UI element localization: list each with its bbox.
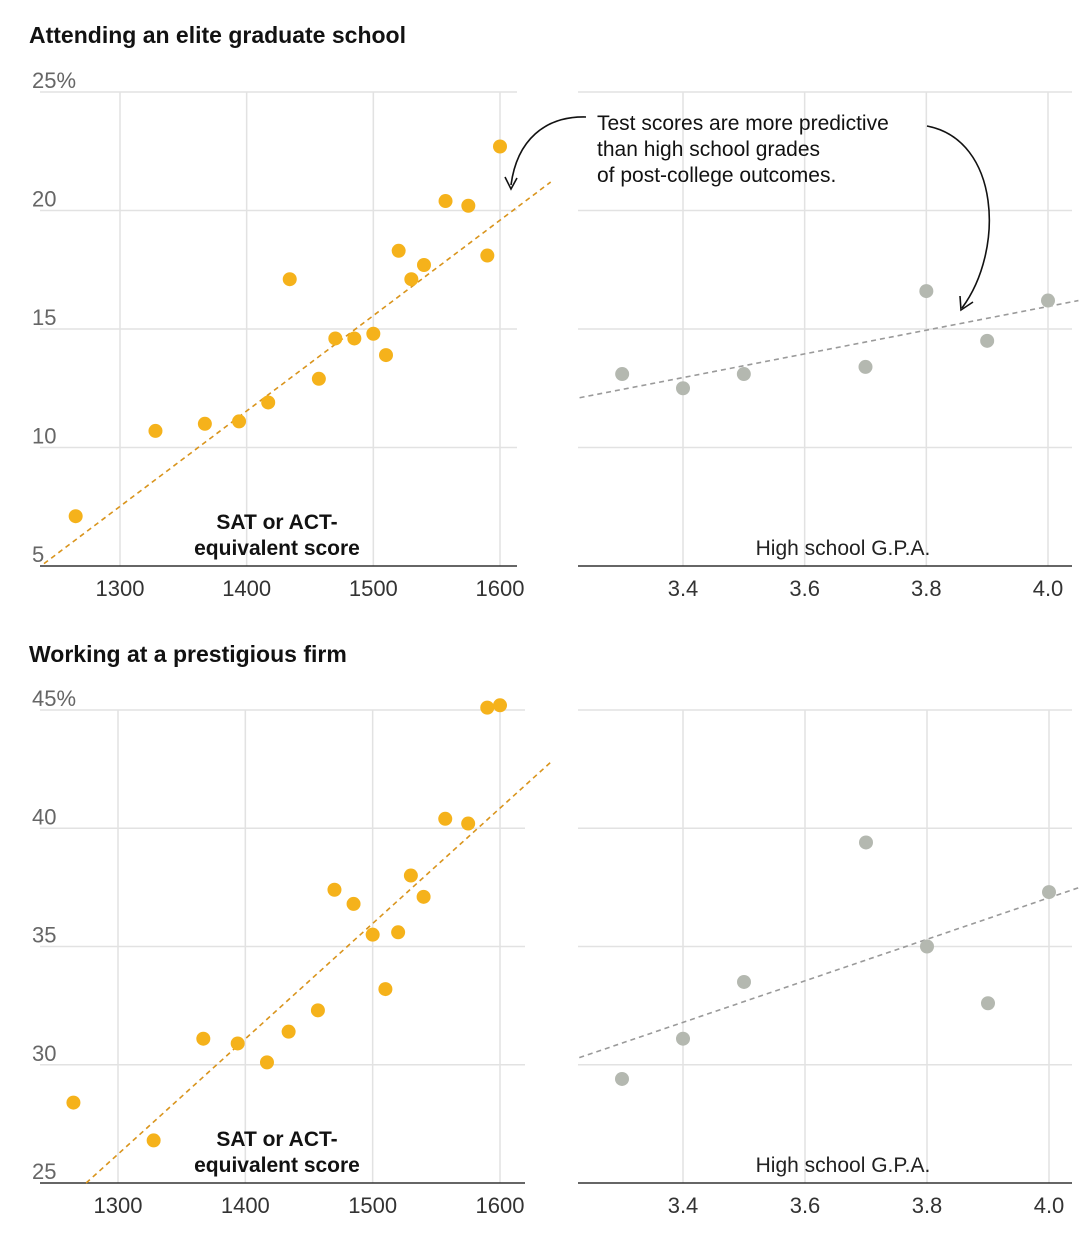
gpa-point — [676, 1031, 690, 1046]
x-tick-label: 1300 — [96, 576, 145, 601]
score-point — [404, 272, 419, 287]
trend-line — [579, 299, 1079, 399]
score-point — [310, 1003, 325, 1018]
x-tick-label: 3.4 — [668, 1193, 699, 1218]
y-tick-label: 25 — [32, 1159, 56, 1184]
x-tick-label: 3.4 — [668, 576, 699, 601]
score-point — [261, 395, 276, 410]
x-tick-label: 4.0 — [1033, 576, 1064, 601]
y-tick-label: 10 — [32, 424, 56, 449]
gpa-point — [919, 284, 934, 299]
score-point — [461, 198, 476, 213]
y-tick-label: 45% — [32, 686, 76, 711]
x-tick-label: 1400 — [221, 1193, 270, 1218]
score-point — [347, 331, 362, 346]
gpa-point — [981, 996, 995, 1011]
score-point — [327, 882, 342, 897]
chart-title: Working at a prestigious firm — [29, 641, 347, 667]
y-tick-label: 30 — [32, 1041, 56, 1066]
score-point — [378, 982, 393, 997]
score-point — [391, 925, 406, 940]
annotation-arrow-right — [926, 125, 991, 309]
score-point — [146, 1133, 161, 1148]
x-tick-label: 1500 — [349, 576, 398, 601]
annotation-line-3: of post-college outcomes. — [597, 164, 836, 187]
gpa-point — [920, 939, 934, 954]
x-axis-label: High school G.P.A. — [756, 1154, 931, 1177]
x-axis-label: SAT or ACT- — [216, 511, 337, 534]
gpa-point — [736, 367, 751, 382]
x-tick-label: 1600 — [476, 1193, 525, 1218]
y-tick-label: 15 — [32, 305, 56, 330]
score-point — [196, 1031, 211, 1046]
score-point — [438, 194, 453, 209]
x-tick-label: 1300 — [94, 1193, 143, 1218]
gpa-point — [859, 835, 873, 850]
gpa-point — [615, 1071, 629, 1086]
score-point — [480, 248, 495, 263]
score-point — [379, 348, 393, 363]
score-point — [391, 243, 406, 258]
trend-line — [43, 181, 552, 565]
score-point — [493, 139, 507, 154]
x-tick-label: 1500 — [348, 1193, 397, 1218]
annotation-arrowhead-right — [959, 295, 974, 312]
y-tick-label: 35 — [32, 923, 56, 948]
score-point — [417, 258, 431, 273]
y-tick-label: 5 — [32, 542, 44, 567]
y-tick-label: 25% — [32, 68, 76, 93]
score-point — [346, 896, 361, 911]
score-point — [282, 272, 297, 287]
annotation-arrowhead-left — [504, 176, 518, 191]
y-tick-label: 40 — [32, 804, 56, 829]
x-tick-label: 1600 — [476, 576, 525, 601]
trend-line — [579, 886, 1080, 1059]
annotation-arrow-left — [510, 116, 587, 186]
y-tick-label: 20 — [32, 187, 56, 212]
score-point — [68, 509, 83, 524]
score-point — [259, 1055, 274, 1070]
gpa-point — [615, 367, 630, 382]
score-point — [366, 326, 381, 341]
score-point — [281, 1024, 296, 1039]
score-point — [230, 1036, 245, 1051]
score-point — [328, 331, 343, 346]
x-axis-label: High school G.P.A. — [756, 537, 931, 560]
annotation-line-2: than high school grades — [597, 138, 820, 161]
score-point — [197, 416, 212, 431]
x-tick-label: 4.0 — [1034, 1193, 1065, 1218]
x-axis-label: SAT or ACT- — [216, 1128, 337, 1151]
score-point — [311, 371, 326, 386]
score-point — [438, 811, 453, 826]
score-point — [66, 1095, 81, 1110]
trend-line — [85, 761, 552, 1184]
x-tick-label: 3.6 — [790, 1193, 821, 1218]
gpa-point — [676, 381, 690, 396]
x-tick-label: 3.6 — [789, 576, 820, 601]
score-point — [365, 927, 380, 942]
score-point — [493, 698, 507, 713]
score-point — [148, 423, 163, 438]
gpa-point — [737, 974, 751, 989]
chart-title: Attending an elite graduate school — [29, 22, 406, 48]
gpa-point — [858, 359, 873, 374]
gpa-point — [980, 333, 995, 348]
gpa-point — [1041, 293, 1055, 308]
x-axis-label: equivalent score — [194, 537, 360, 560]
x-axis-label: equivalent score — [194, 1154, 360, 1177]
gpa-point — [1042, 885, 1056, 900]
score-point — [416, 889, 431, 904]
x-tick-label: 3.8 — [912, 1193, 943, 1218]
x-tick-label: 1400 — [222, 576, 271, 601]
score-point — [232, 414, 247, 429]
score-point — [461, 816, 476, 831]
score-point — [403, 868, 418, 883]
annotation-line-1: Test scores are more predictive — [597, 112, 889, 135]
score-point — [480, 700, 495, 715]
x-tick-label: 3.8 — [911, 576, 942, 601]
